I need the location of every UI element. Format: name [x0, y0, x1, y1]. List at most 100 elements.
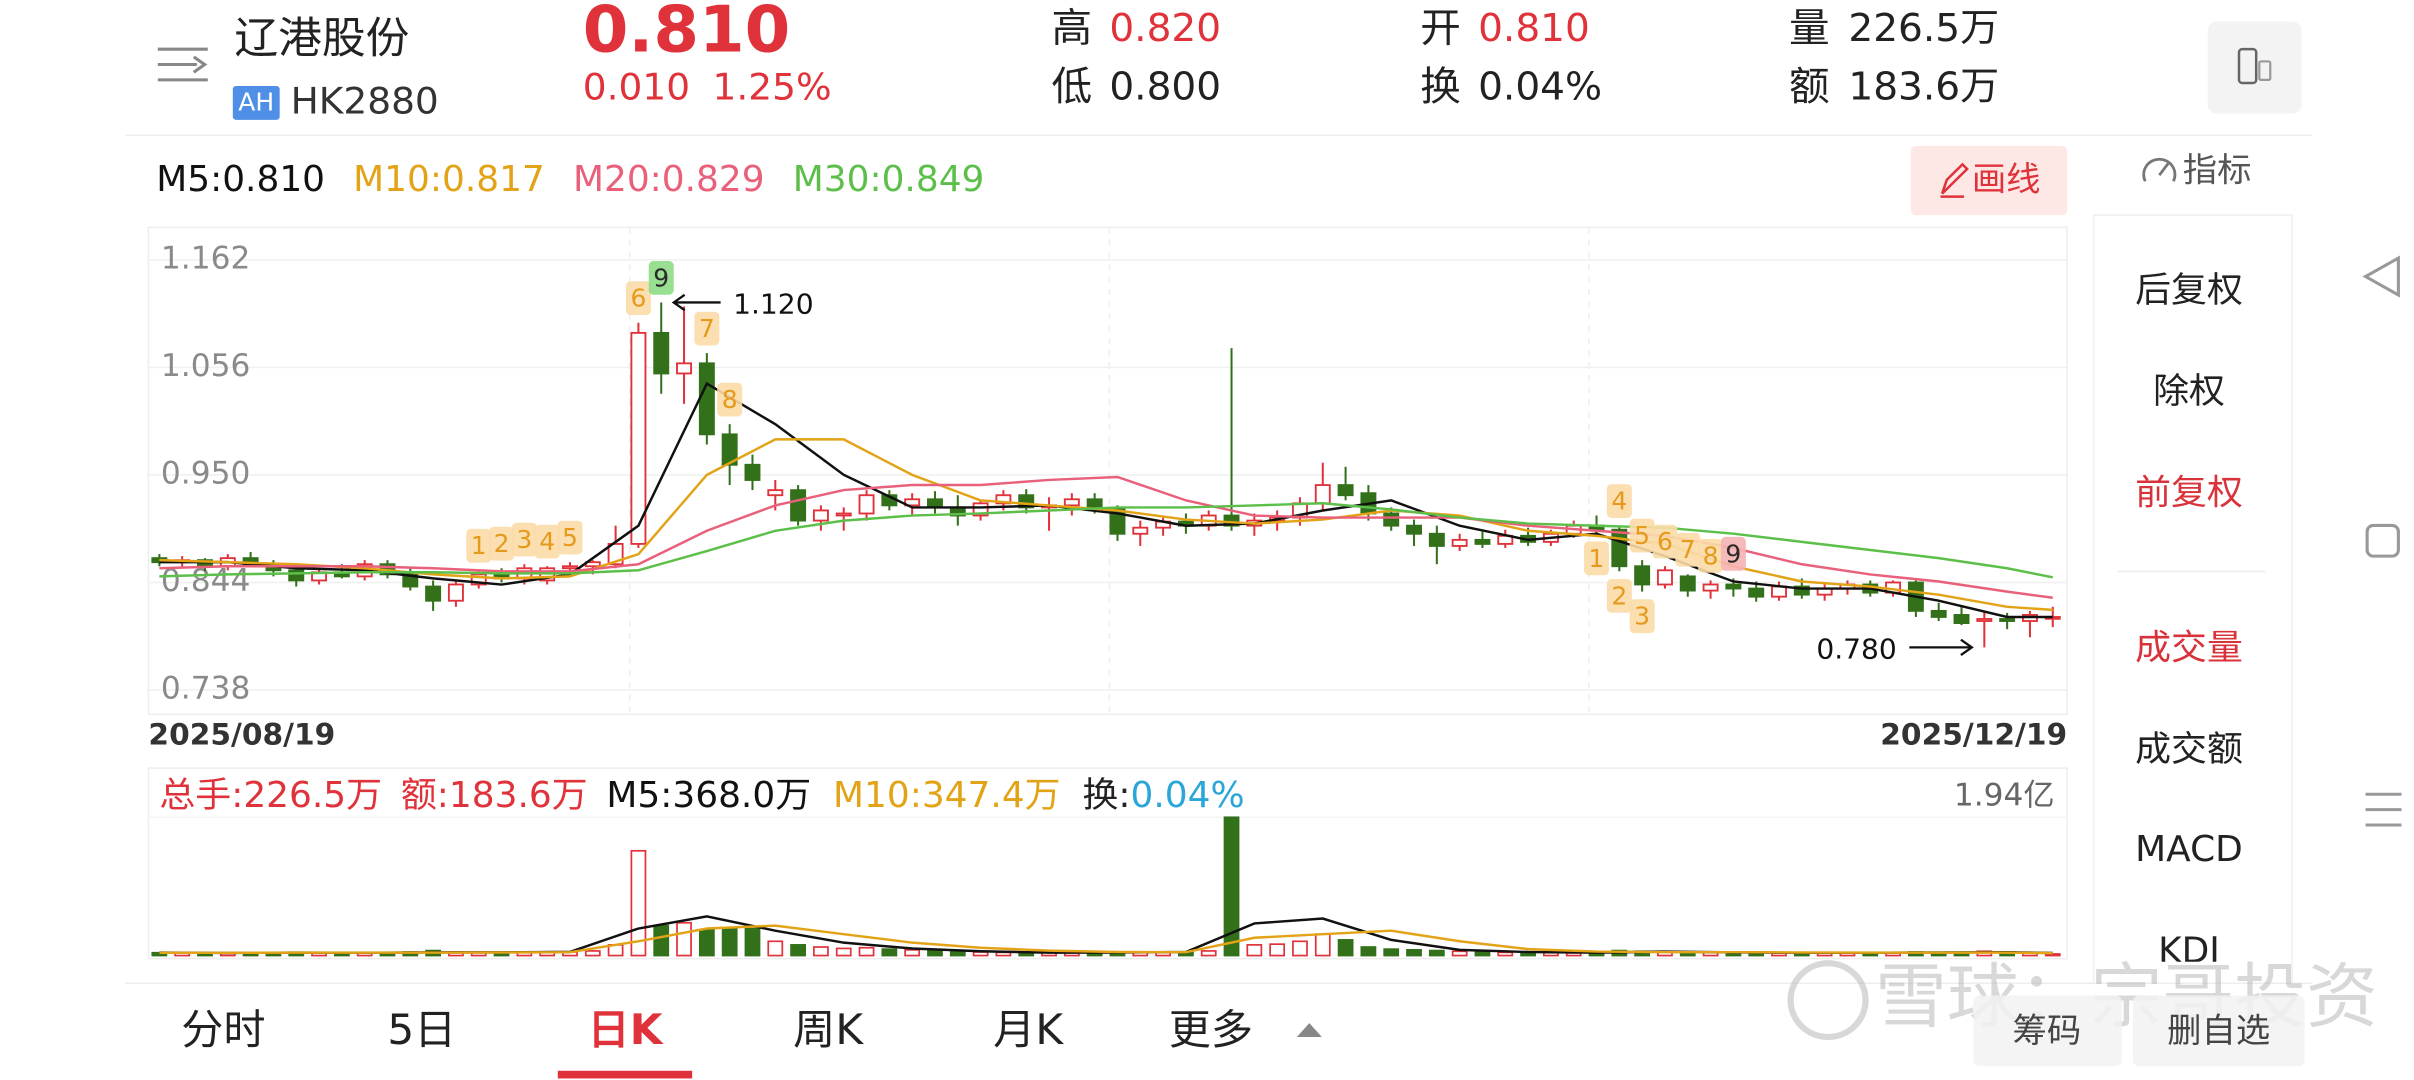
quote-value: 226.5万: [1848, 6, 1999, 51]
quote-label: 开: [1420, 6, 1461, 52]
tab[interactable]: 5日: [387, 1005, 456, 1054]
candle-body: [767, 489, 784, 497]
volume-chart: 1.94亿 总手:226.5万 额:183.6万 M5:368.0万 M10:347.4…: [148, 776, 2068, 957]
indicator-label: 指标: [2183, 151, 2252, 191]
td-mark: 2: [494, 529, 510, 558]
menu-arrow: [192, 55, 208, 74]
volume-bar: [927, 949, 943, 957]
annotation-label: 1.120: [733, 288, 813, 321]
candle-body: [402, 573, 419, 588]
volume-bar: [835, 947, 852, 957]
chip-button[interactable]: 筹码: [1973, 995, 2122, 1067]
candle-body: [1406, 524, 1422, 535]
td-mark: 9: [1725, 540, 1741, 569]
sidebar-item[interactable]: 成交量: [2135, 628, 2243, 669]
td-mark-bg: [1606, 484, 1632, 518]
tab[interactable]: 月K: [993, 1005, 1064, 1054]
candle-body: [812, 509, 829, 522]
td-mark: 8: [722, 385, 738, 414]
sidebar-item[interactable]: 前复权: [2135, 473, 2243, 514]
td-mark-bg: [511, 522, 537, 557]
td-mark-bg: [1652, 524, 1678, 559]
more-caret: [1296, 1023, 1322, 1037]
candle-body: [1132, 526, 1149, 535]
button-bg: [2132, 995, 2305, 1067]
volume-tick-label: 1.94亿: [1954, 778, 2055, 814]
volume-legend-entry: 额:183.6万: [401, 776, 588, 817]
td-mark: 1: [471, 531, 487, 560]
tab[interactable]: 分时: [181, 1005, 265, 1054]
price-change: 0.010: [583, 65, 690, 109]
tab[interactable]: 周K: [793, 1005, 864, 1054]
tab-bar: 分时 5日 日K 周K 月K 更多: [181, 1005, 1253, 1079]
candle-body: [1679, 575, 1696, 592]
device-button-bg: [2207, 21, 2302, 114]
nav-back[interactable]: [2362, 255, 2400, 298]
td-mark-bg: [648, 260, 674, 295]
td-mark: 5: [1634, 521, 1650, 550]
sidebar-item[interactable]: 后复权: [2135, 270, 2243, 311]
y-tick-label: 1.162: [161, 241, 250, 277]
volume-bar: [1269, 943, 1286, 957]
y-tick-label: 1.056: [161, 348, 250, 384]
candle-body: [1634, 565, 1651, 586]
candle-body: [1383, 512, 1400, 527]
annotation-arrowhead: [671, 293, 686, 312]
sidebar-item[interactable]: 除权: [2153, 371, 2225, 412]
draw-button[interactable]: 画线: [1910, 145, 2068, 216]
tab[interactable]: 日K: [588, 1005, 664, 1054]
x-tick-label: 2025/08/19: [148, 718, 335, 752]
legend-entry: M5:0.810: [156, 159, 325, 200]
td-mark-bg: [466, 528, 492, 563]
td-mark: 3: [516, 525, 532, 554]
volume-bar: [858, 946, 875, 957]
td-mark: 3: [1634, 602, 1650, 631]
volume-bar: [584, 950, 601, 957]
sidebar-item[interactable]: MACD: [2135, 829, 2243, 870]
nav-menu[interactable]: [2365, 792, 2402, 827]
volume-bar: [1497, 951, 1514, 957]
td-mark: 5: [562, 523, 578, 552]
td-mark-bg: [1720, 536, 1746, 571]
device-button[interactable]: [2207, 21, 2302, 114]
menu-icon[interactable]: [157, 47, 208, 82]
td-mark-bg: [1629, 599, 1655, 634]
remove-watchlist-button[interactable]: 删自选: [2132, 995, 2305, 1067]
volume-ma-line: [159, 924, 2053, 955]
volume-bar: [1428, 949, 1445, 957]
candle-body: [1314, 484, 1331, 505]
candle-body: [927, 498, 943, 509]
nav-home[interactable]: [2365, 523, 2400, 558]
candle-body: [995, 494, 1012, 505]
volume-bar: [1292, 940, 1308, 957]
volume-bar: [1337, 939, 1354, 957]
volume-legend-entry: 换:: [1082, 776, 1130, 817]
tab[interactable]: 更多: [1169, 1005, 1253, 1054]
candle-body: [653, 331, 670, 375]
volume-bar: [744, 927, 761, 957]
candle-body: [288, 569, 305, 582]
sidebar-item[interactable]: 成交额: [2135, 729, 2243, 770]
candle-body: [790, 489, 807, 522]
quote-label: 低: [1052, 64, 1093, 110]
td-mark-bg: [1698, 538, 1724, 573]
sidebar-item[interactable]: KDJ: [2158, 931, 2220, 972]
candle-body: [1953, 614, 1970, 624]
td-mark: 1: [1589, 544, 1605, 573]
volume-bar: [1383, 948, 1400, 957]
volume-bar: [1314, 933, 1331, 957]
indicator-button[interactable]: 指标: [2142, 151, 2252, 191]
quote-label: 换: [1420, 64, 1461, 110]
volume-bar: [881, 948, 898, 957]
ma-line: [159, 502, 2054, 579]
ma-line: [159, 475, 2053, 599]
td-mark: 6: [1657, 527, 1673, 556]
volume-bar: [949, 950, 966, 957]
legend-entry: M30:0.849: [793, 159, 985, 200]
gauge-needle: [2158, 162, 2170, 176]
td-mark-bg: [1675, 532, 1701, 567]
td-mark: 8: [1703, 542, 1719, 571]
volume-frame: [147, 767, 2068, 960]
